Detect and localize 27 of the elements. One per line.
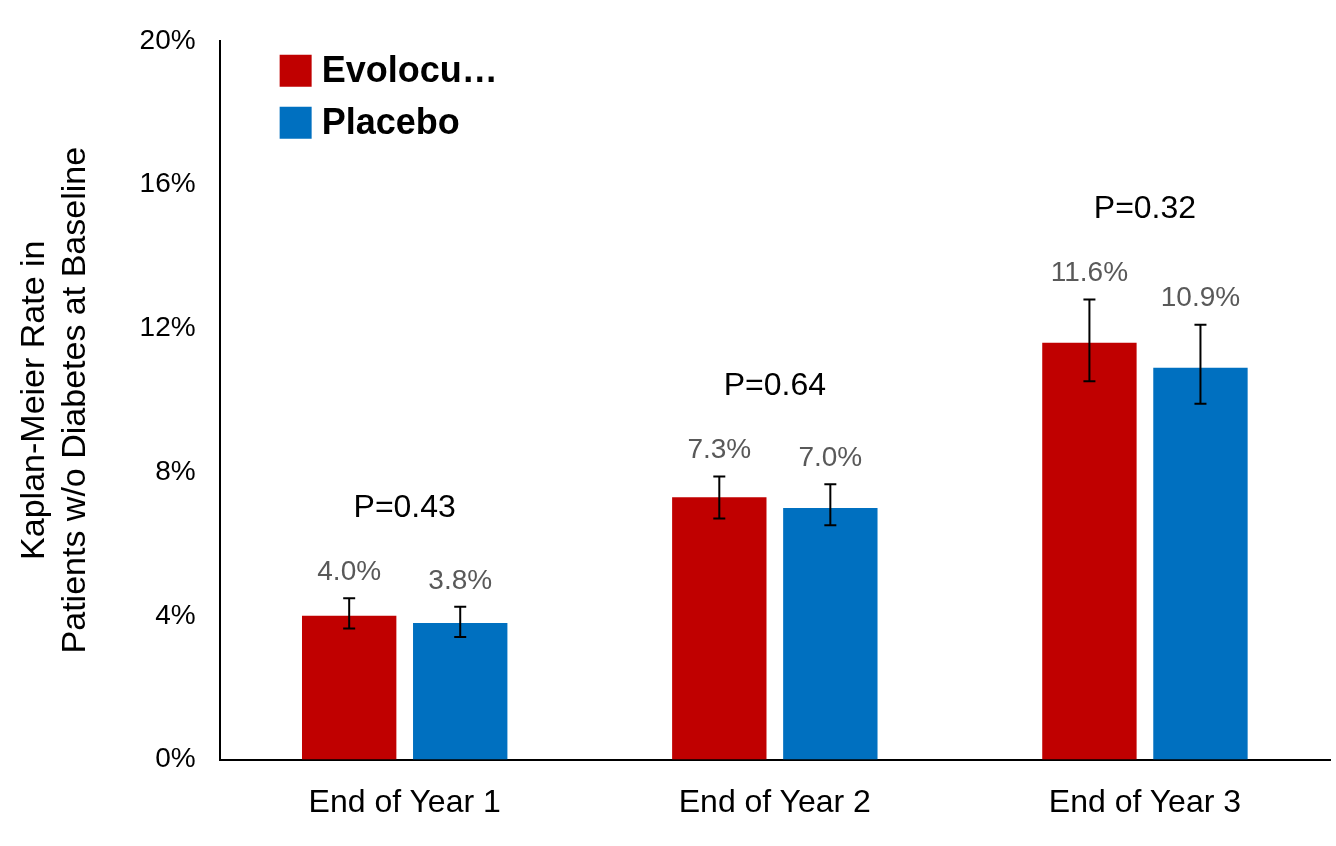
data-label: 7.3% [687, 433, 752, 465]
data-label: 7.0% [798, 441, 863, 473]
bar [672, 497, 767, 760]
data-label: 10.9% [1160, 281, 1241, 313]
annotation: P=0.43 [353, 488, 456, 525]
y-axis-title: Kaplan-Meier Rate in Patients w/o Diabetes at Baseline [12, 146, 92, 654]
legend-label: Placebo [321, 100, 460, 142]
bar [301, 615, 397, 760]
bar [413, 623, 508, 760]
y-tick-label: 20% [139, 23, 196, 55]
legend-label: Evolocu… [321, 48, 498, 90]
bar [1153, 367, 1248, 760]
annotation: P=0.32 [1093, 189, 1197, 226]
annotation: P=0.64 [723, 366, 826, 403]
bar [783, 508, 878, 760]
y-tick-label: 16% [139, 167, 196, 199]
y-tick-label: 0% [155, 742, 196, 774]
y-tick-label: 12% [139, 311, 196, 343]
data-label: 11.6% [1050, 256, 1129, 288]
x-tick-label: End of Year 2 [678, 782, 871, 819]
data-label: 3.8% [428, 563, 493, 595]
x-tick-label: End of Year 1 [308, 782, 501, 819]
bar [1042, 342, 1137, 760]
data-label: 4.0% [317, 554, 382, 586]
y-tick-label: 8% [155, 454, 196, 486]
x-tick-label: End of Year 3 [1048, 782, 1242, 819]
y-tick-label: 4% [155, 598, 196, 630]
